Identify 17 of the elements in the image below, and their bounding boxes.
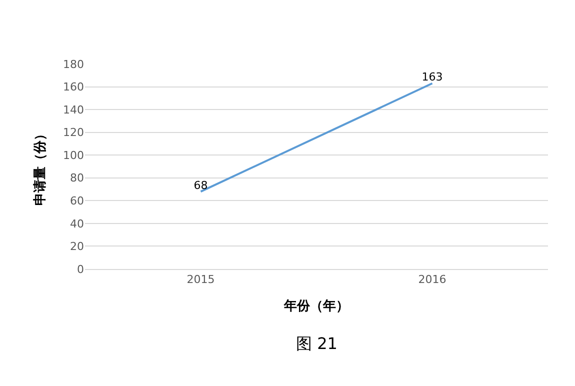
y-tick-label: 100 bbox=[63, 148, 84, 162]
y-tick-label: 140 bbox=[63, 103, 84, 116]
y-tick-label: 80 bbox=[70, 172, 84, 185]
y-tick-label: 180 bbox=[63, 58, 84, 71]
x-tick-label: 2015 bbox=[186, 273, 215, 286]
y-tick-label: 40 bbox=[70, 217, 84, 230]
y-tick-label: 120 bbox=[63, 126, 84, 140]
data-label: 163 bbox=[422, 70, 443, 84]
y-axis-title: 申请量（份） bbox=[32, 128, 48, 206]
y-tick-label: 160 bbox=[63, 80, 84, 94]
x-tick-label: 2016 bbox=[418, 273, 446, 286]
y-tick-label: 20 bbox=[70, 240, 84, 254]
y-tick-label: 60 bbox=[70, 194, 84, 208]
y-tick-label: 0 bbox=[77, 262, 84, 276]
data-label: 68 bbox=[194, 178, 208, 192]
x-axis-title: 年份（年） bbox=[283, 298, 349, 314]
caption: 图 21 bbox=[296, 334, 338, 353]
